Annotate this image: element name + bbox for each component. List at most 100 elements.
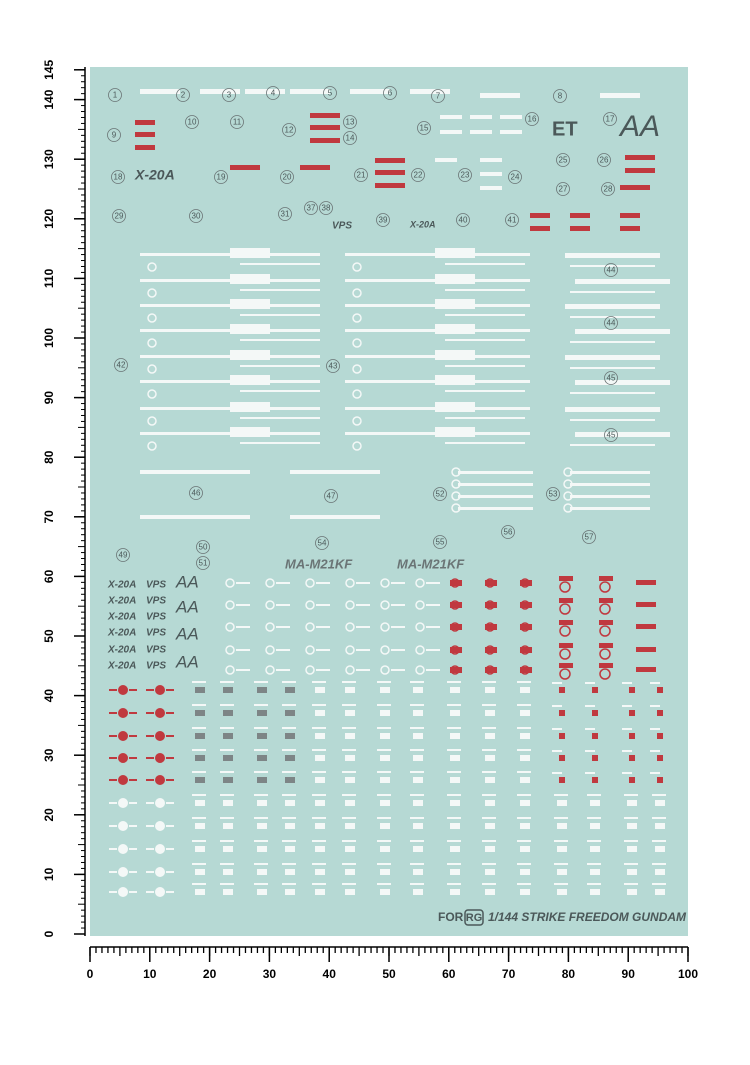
decal-shape xyxy=(257,687,267,693)
decal-shape xyxy=(655,846,665,852)
decal-shape xyxy=(413,800,423,806)
decal-shape xyxy=(380,665,390,675)
decal-shape xyxy=(435,375,475,385)
number-circle xyxy=(354,168,368,182)
number-circle xyxy=(501,525,515,539)
decal-number: 7 xyxy=(436,92,441,101)
decal-shape xyxy=(520,869,530,875)
decal-shape xyxy=(230,427,270,437)
decal-shape xyxy=(220,681,234,683)
decal-shape xyxy=(413,823,423,829)
decal-shape xyxy=(315,733,325,739)
decal-shape xyxy=(282,863,296,865)
decal-shape xyxy=(195,800,205,806)
number-circle xyxy=(315,536,329,550)
decal-shape xyxy=(655,800,665,806)
decal-shape xyxy=(195,823,205,829)
bottom-ruler-label: 10 xyxy=(143,967,157,981)
decal-text: VPS xyxy=(146,596,166,607)
bottom-ruler-label: 70 xyxy=(502,967,516,981)
decal-shape xyxy=(517,704,531,706)
decal-shape xyxy=(265,578,275,588)
decal-shape xyxy=(118,844,128,854)
decal-shape xyxy=(413,710,423,716)
decal-number: 30 xyxy=(192,212,201,221)
decal-shape xyxy=(236,626,250,628)
number-circle xyxy=(343,131,357,145)
decal-shape xyxy=(254,817,268,819)
decal-shape xyxy=(650,772,660,774)
decal-shape xyxy=(587,883,601,885)
decal-shape xyxy=(345,800,355,806)
decal-shape xyxy=(146,757,154,759)
decal-shape xyxy=(415,622,425,632)
decal-shape xyxy=(166,735,174,737)
decal-shape xyxy=(520,733,530,739)
decal-shape xyxy=(485,733,495,739)
decal-number: 23 xyxy=(461,171,470,180)
number-circle xyxy=(604,371,618,385)
decal-number: 29 xyxy=(115,212,124,221)
decal-shape xyxy=(312,681,326,683)
bottom-ruler-label: 0 xyxy=(87,967,94,981)
decal-shape xyxy=(592,777,598,783)
decal-shape xyxy=(146,871,154,873)
decal-shape xyxy=(315,889,325,895)
decal-shape xyxy=(155,685,165,695)
decal-shape xyxy=(636,647,656,652)
decal-shape xyxy=(352,416,362,426)
decal-shape xyxy=(352,338,362,348)
decal-shape xyxy=(599,643,613,648)
decal-shape xyxy=(447,817,461,819)
decal-shape xyxy=(257,869,267,875)
decal-shape xyxy=(520,602,532,608)
decal-shape xyxy=(552,772,562,774)
decal-shape xyxy=(230,274,270,284)
decal-shape xyxy=(147,389,157,399)
decal-shape xyxy=(470,130,492,134)
decal-shape xyxy=(520,667,532,673)
decal-shape xyxy=(135,120,155,125)
decal-shape xyxy=(413,687,423,693)
decal-shape xyxy=(290,89,330,94)
decal-shape xyxy=(485,869,495,875)
sheet-background xyxy=(90,67,688,936)
decal-shape xyxy=(410,883,424,885)
decal-shape xyxy=(450,733,460,739)
left-ruler-label: 20 xyxy=(42,808,56,822)
decal-shape xyxy=(315,777,325,783)
decal-shape xyxy=(109,871,117,873)
decal-shape xyxy=(140,89,180,94)
decal-shape xyxy=(482,771,496,773)
decal-shape xyxy=(265,600,275,610)
decal-shape xyxy=(563,467,573,477)
decal-shape xyxy=(345,600,355,610)
decal-shape xyxy=(563,491,573,501)
decal-shape xyxy=(557,800,567,806)
decal-shape xyxy=(345,755,355,761)
decal-shape xyxy=(620,213,640,218)
decal-shape xyxy=(450,800,460,806)
decal-shape xyxy=(450,667,462,673)
decal-shape xyxy=(517,863,531,865)
decal-number: 11 xyxy=(233,118,242,127)
decal-shape xyxy=(592,755,598,761)
decal-shape xyxy=(620,185,650,190)
decal-shape xyxy=(559,625,571,637)
number-circle xyxy=(603,112,617,126)
decal-number: 28 xyxy=(604,185,613,194)
decal-shape xyxy=(520,800,530,806)
decal-shape xyxy=(458,495,533,498)
decal-number: 25 xyxy=(559,156,568,165)
decal-shape xyxy=(166,712,174,714)
left-ruler-label: 10 xyxy=(42,867,56,881)
number-circle xyxy=(556,182,570,196)
decal-shape xyxy=(480,186,502,190)
decal-shape xyxy=(223,846,233,852)
decal-shape xyxy=(450,580,462,586)
decal-shape xyxy=(146,689,154,691)
decal-shape xyxy=(380,710,390,716)
number-circle xyxy=(114,358,128,372)
decal-shape xyxy=(285,869,295,875)
